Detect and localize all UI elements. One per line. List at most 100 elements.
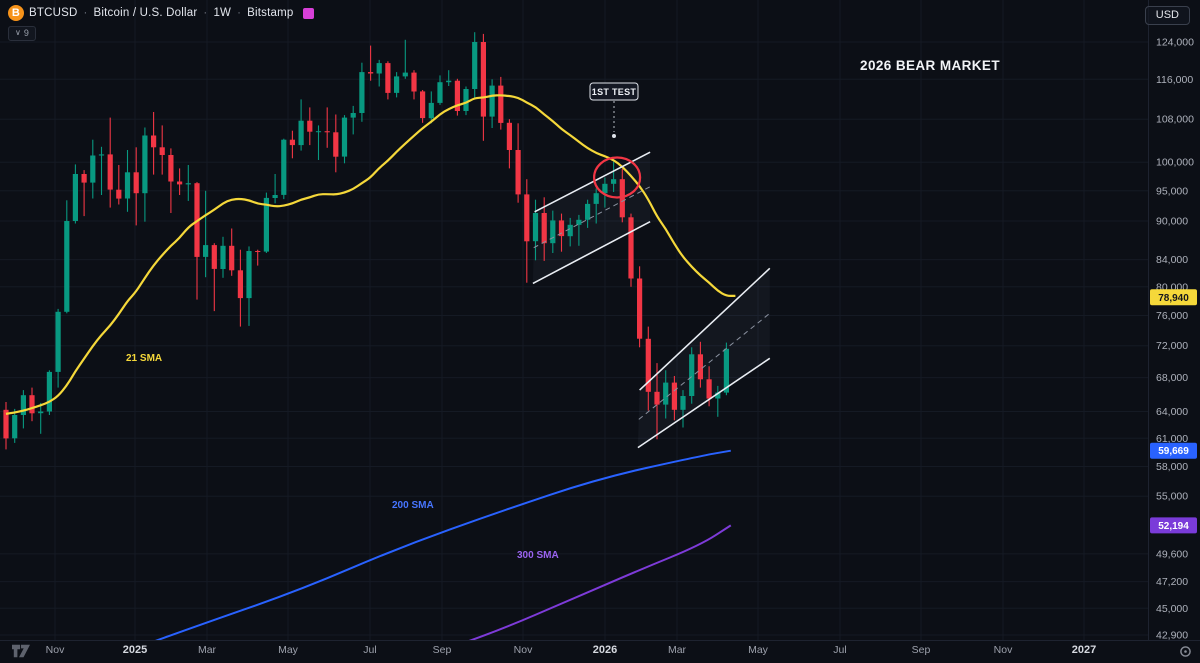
indicators-collapsed-badge[interactable]: ∨ 9 [8,26,36,41]
candle [142,127,148,222]
currency-unit-button[interactable]: USD [1144,6,1190,25]
candle [602,177,608,208]
candle [550,210,556,253]
candle [394,72,400,98]
trend-channel-fill [637,268,770,448]
candle [532,199,539,261]
candle [133,147,139,226]
candle [515,123,521,203]
candle [498,76,504,130]
price-tick-label: 108,000 [1156,114,1194,126]
candle [645,326,651,411]
candle [576,214,582,246]
candle [619,168,625,223]
price-badge-sma21: 78,940 [1150,289,1197,306]
grid-lines [0,0,1148,640]
test-circle-annotation[interactable] [592,156,642,199]
candle [12,408,18,443]
candle [385,61,391,100]
candle [420,90,426,123]
candle [437,75,443,105]
candle [359,62,365,122]
candle [168,148,174,213]
candle [237,249,243,327]
candle [680,390,686,428]
candle [315,125,322,160]
candle [715,385,721,417]
candle [524,179,530,283]
candle [29,387,35,422]
candle [446,70,452,86]
symbol-ticker[interactable]: BTCUSD [29,7,78,19]
price-tick-label: 61,000 [1156,433,1188,445]
interval-label[interactable]: 1W [213,7,232,19]
symbol-flag-icon [303,7,315,19]
svg-text:78,940: 78,940 [1158,293,1189,304]
first-test-label: 1ST TEST [592,87,637,97]
candle [611,161,617,192]
price-scale[interactable]: 124,000 116,000 108,000 100,000 95,000 90,000… [1150,37,1197,642]
candle [177,168,183,195]
candle [298,99,304,151]
scale-settings-icon[interactable] [1179,645,1192,663]
candle [3,402,9,450]
price-tick-label: 95,000 [1156,185,1188,197]
price-tick-label: 49,600 [1156,548,1188,560]
price-tick-label: 124,000 [1156,37,1194,49]
candle [376,59,382,87]
candle [663,370,669,419]
separator-dot: · [203,7,208,19]
candle [585,199,591,228]
price-tick-label: 116,000 [1156,74,1193,86]
candle [654,363,660,440]
month-label: Sep [912,644,931,656]
candle [480,33,486,141]
candle [341,115,348,164]
candle [203,190,209,278]
candle [697,341,703,388]
tradingview-logo[interactable] [10,642,32,663]
trend-channel[interactable] [637,267,771,449]
candle [463,86,469,116]
price-tick-label: 84,000 [1156,254,1188,266]
month-label: Jul [833,644,846,656]
candle [116,165,122,205]
price-tick-label: 68,000 [1156,372,1188,384]
candle [637,266,643,348]
exchange-label: Bitstamp [247,7,294,19]
price-tick-label: 42,900 [1156,630,1188,642]
price-tick-label: 76,000 [1156,310,1188,322]
time-scale[interactable]: Nov 2025 Mar May Jul Sep Nov 2026 Mar May Jul Sep No… [46,644,1097,656]
candle [333,114,339,173]
price-badge-sma300: 52,194 [1150,517,1197,534]
sma300-line [468,524,732,640]
first-test-annotation[interactable]: 1ST TEST [589,82,639,138]
indicator-count: 9 [23,28,29,38]
bear-market-annotation: 2026 BEAR MARKET [860,58,1000,73]
candle [289,130,295,159]
candle [246,246,252,326]
candle [281,138,287,200]
sma200-line [155,449,731,640]
candle [350,105,356,135]
candle [124,150,131,212]
candle [20,390,26,429]
candle [593,188,599,224]
candle [220,236,226,278]
candle [38,402,44,434]
svg-text:52,194: 52,194 [1158,521,1189,532]
candle [671,376,677,421]
price-tick-label: 64,000 [1156,406,1188,418]
month-label: Jul [363,644,376,656]
candle [255,249,261,266]
candle [723,342,729,396]
candle [368,45,374,81]
candle [229,228,235,276]
month-label: Nov [994,644,1013,656]
candle [272,174,278,204]
sma-label: 200 SMA [392,500,434,511]
price-tick-label: 47,200 [1156,576,1188,588]
price-tick-label: 55,000 [1156,491,1188,503]
